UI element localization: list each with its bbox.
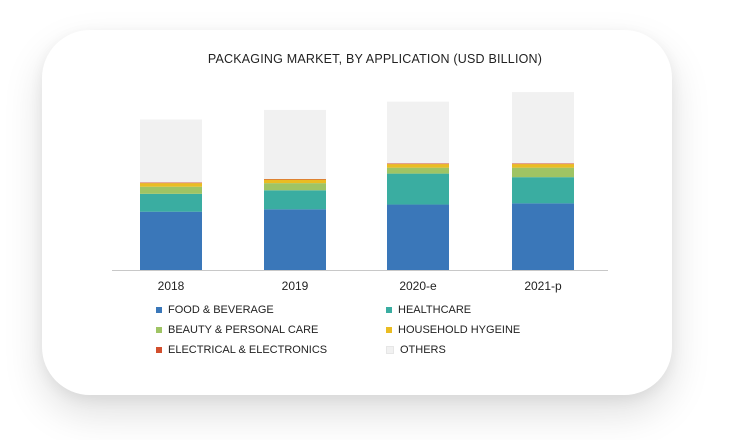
bar-2021-p-series-3	[512, 164, 574, 168]
x-tick-label: 2020-e	[399, 279, 437, 293]
legend-item: BEAUTY & PERSONAL CARE	[156, 322, 386, 337]
bar-2018-series-1	[140, 193, 202, 212]
legend-item: HOUSEHOLD HYGEINE	[386, 322, 626, 337]
legend-swatch	[386, 326, 392, 333]
bar-2019-series-5	[264, 109, 326, 179]
legend-swatch	[156, 306, 162, 313]
x-tick-label: 2018	[158, 279, 185, 293]
bar-2020-e-series-5	[387, 101, 449, 164]
legend-item: OTHERS	[386, 342, 626, 357]
bar-2020-e-series-1	[387, 173, 449, 205]
legend-item: ELECTRICAL & ELECTRONICS	[156, 342, 386, 357]
legend-label: HEALTHCARE	[398, 303, 472, 316]
bar-group	[140, 92, 574, 270]
bar-2019-series-2	[264, 183, 326, 191]
legend-label: FOOD & BEVERAGE	[168, 303, 274, 316]
legend-item: FOOD & BEVERAGE	[156, 302, 386, 317]
legend: FOOD & BEVERAGE HEALTHCARE BEAUTY & PERSON…	[156, 302, 626, 357]
legend-label: HOUSEHOLD HYGEINE	[398, 323, 521, 336]
bar-2020-e-series-3	[387, 164, 449, 168]
bar-2021-p-series-0	[512, 203, 574, 270]
bar-2019-series-1	[264, 190, 326, 210]
legend-item: HEALTHCARE	[386, 302, 626, 317]
bar-2020-e-series-2	[387, 167, 449, 174]
bar-2020-e-series-4	[387, 163, 449, 165]
bar-2021-p-series-2	[512, 167, 574, 178]
bar-2018-series-0	[140, 211, 202, 270]
legend-swatch	[386, 345, 394, 354]
legend-label: ELECTRICAL & ELECTRONICS	[168, 343, 328, 356]
bar-2018-series-2	[140, 186, 202, 194]
legend-swatch	[386, 306, 392, 313]
bar-2021-p-series-1	[512, 177, 574, 204]
bar-2019-series-3	[264, 179, 326, 184]
bar-2018-series-3	[140, 183, 202, 187]
legend-label: BEAUTY & PERSONAL CARE	[168, 323, 319, 336]
legend-label: OTHERS	[400, 343, 446, 356]
x-tick-label: 2019	[282, 279, 309, 293]
x-tick-label: 2021-p	[524, 279, 562, 293]
bar-2019-series-0	[264, 209, 326, 270]
bar-2021-p-series-4	[512, 163, 574, 165]
x-tick-labels: 2018 2019 2020-e 2021-p	[158, 279, 562, 293]
bar-2021-p-series-5	[512, 92, 574, 164]
bar-2019-series-4	[264, 178, 326, 180]
bar-2018-series-5	[140, 119, 202, 183]
legend-swatch	[156, 326, 162, 333]
chart-title: PACKAGING MARKET, BY APPLICATION (USD BI…	[207, 52, 543, 66]
bar-2020-e-series-0	[387, 204, 449, 270]
legend-swatch	[156, 346, 162, 353]
bar-2018-series-4	[140, 182, 202, 184]
